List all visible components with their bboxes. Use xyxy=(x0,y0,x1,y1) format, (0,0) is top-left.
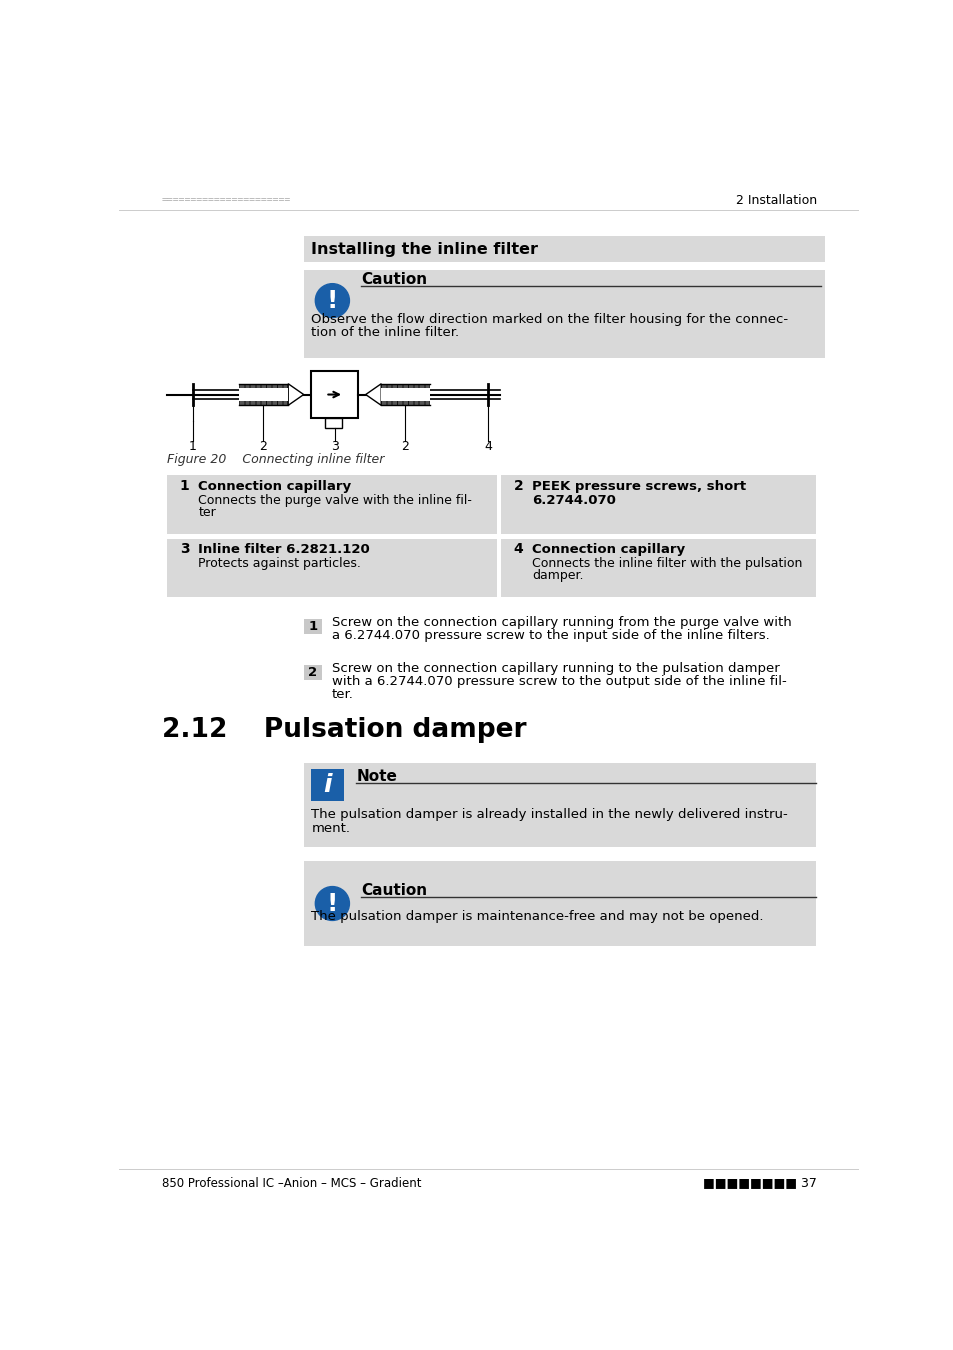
Text: Caution: Caution xyxy=(360,883,427,898)
Text: The pulsation damper is already installed in the newly delivered instru-: The pulsation damper is already installe… xyxy=(311,809,787,821)
Bar xyxy=(386,383,391,405)
Text: tion of the inline filter.: tion of the inline filter. xyxy=(311,327,459,339)
Bar xyxy=(418,383,423,405)
Bar xyxy=(303,236,823,262)
Text: 4: 4 xyxy=(484,440,492,454)
Text: 2: 2 xyxy=(513,479,523,493)
Bar xyxy=(381,389,430,401)
Text: 4: 4 xyxy=(513,543,523,556)
Text: Connection capillary: Connection capillary xyxy=(532,543,685,556)
Bar xyxy=(282,383,287,405)
Bar xyxy=(303,763,815,848)
Text: 850 Professional IC –Anion – MCS – Gradient: 850 Professional IC –Anion – MCS – Gradi… xyxy=(162,1176,421,1189)
Text: 2: 2 xyxy=(308,666,317,679)
Bar xyxy=(239,383,244,405)
Text: 2: 2 xyxy=(259,440,267,454)
Text: ■■■■■■■■ 37: ■■■■■■■■ 37 xyxy=(702,1176,816,1189)
Bar xyxy=(397,383,402,405)
Bar xyxy=(266,383,271,405)
Text: Observe the flow direction marked on the filter housing for the connec-: Observe the flow direction marked on the… xyxy=(311,313,788,325)
Polygon shape xyxy=(365,383,381,405)
Bar xyxy=(303,618,322,634)
Text: Figure 20    Connecting inline filter: Figure 20 Connecting inline filter xyxy=(167,454,384,467)
Text: !: ! xyxy=(326,891,337,915)
Text: 6.2744.070: 6.2744.070 xyxy=(532,494,616,506)
Text: 3: 3 xyxy=(179,543,189,556)
Bar xyxy=(325,417,342,428)
Text: i: i xyxy=(323,774,332,796)
Polygon shape xyxy=(288,383,303,405)
Bar xyxy=(261,383,266,405)
Text: Screw on the connection capillary running to the pulsation damper: Screw on the connection capillary runnin… xyxy=(332,662,779,675)
Circle shape xyxy=(315,887,349,921)
Text: 1: 1 xyxy=(189,440,196,454)
Text: PEEK pressure screws, short: PEEK pressure screws, short xyxy=(532,479,745,493)
Text: ter: ter xyxy=(198,506,215,518)
Text: Note: Note xyxy=(356,769,396,784)
Text: ======================: ====================== xyxy=(162,196,291,205)
Bar xyxy=(402,383,407,405)
Bar xyxy=(414,383,418,405)
Bar xyxy=(255,383,260,405)
Bar xyxy=(167,539,497,597)
Bar xyxy=(303,664,322,680)
Bar xyxy=(424,383,429,405)
Text: 2 Installation: 2 Installation xyxy=(735,194,816,207)
Text: 2.12    Pulsation damper: 2.12 Pulsation damper xyxy=(162,717,526,744)
Bar xyxy=(311,768,344,801)
Bar xyxy=(408,383,413,405)
Text: Connection capillary: Connection capillary xyxy=(198,479,351,493)
Text: Connects the inline filter with the pulsation: Connects the inline filter with the puls… xyxy=(532,556,801,570)
Bar xyxy=(500,539,815,597)
Text: Protects against particles.: Protects against particles. xyxy=(198,556,361,570)
Bar xyxy=(303,861,815,946)
Text: The pulsation damper is maintenance-free and may not be opened.: The pulsation damper is maintenance-free… xyxy=(311,910,763,923)
Text: !: ! xyxy=(326,289,337,313)
Text: 2: 2 xyxy=(401,440,409,454)
Text: damper.: damper. xyxy=(532,568,583,582)
Text: 1: 1 xyxy=(308,620,317,633)
Bar xyxy=(277,383,282,405)
Bar xyxy=(392,383,396,405)
Text: a 6.2744.070 pressure screw to the input side of the inline filters.: a 6.2744.070 pressure screw to the input… xyxy=(332,629,768,643)
Text: Connects the purge valve with the inline fil-: Connects the purge valve with the inline… xyxy=(198,494,472,506)
Bar xyxy=(272,383,276,405)
Bar xyxy=(303,270,823,358)
Bar xyxy=(500,475,815,533)
Bar xyxy=(381,383,385,405)
Bar xyxy=(167,475,497,533)
Text: 3: 3 xyxy=(331,440,338,454)
Text: Installing the inline filter: Installing the inline filter xyxy=(311,242,537,256)
Bar xyxy=(245,383,249,405)
Text: Screw on the connection capillary running from the purge valve with: Screw on the connection capillary runnin… xyxy=(332,616,791,629)
Text: Inline filter 6.2821.120: Inline filter 6.2821.120 xyxy=(198,543,370,556)
Text: ter.: ter. xyxy=(332,688,354,702)
Bar xyxy=(250,383,254,405)
Text: Caution: Caution xyxy=(360,273,427,288)
Text: with a 6.2744.070 pressure screw to the output side of the inline fil-: with a 6.2744.070 pressure screw to the … xyxy=(332,675,785,688)
Circle shape xyxy=(315,284,349,317)
Text: ment.: ment. xyxy=(311,822,350,836)
Bar xyxy=(239,389,288,401)
Text: 1: 1 xyxy=(179,479,190,493)
Bar xyxy=(311,371,357,417)
